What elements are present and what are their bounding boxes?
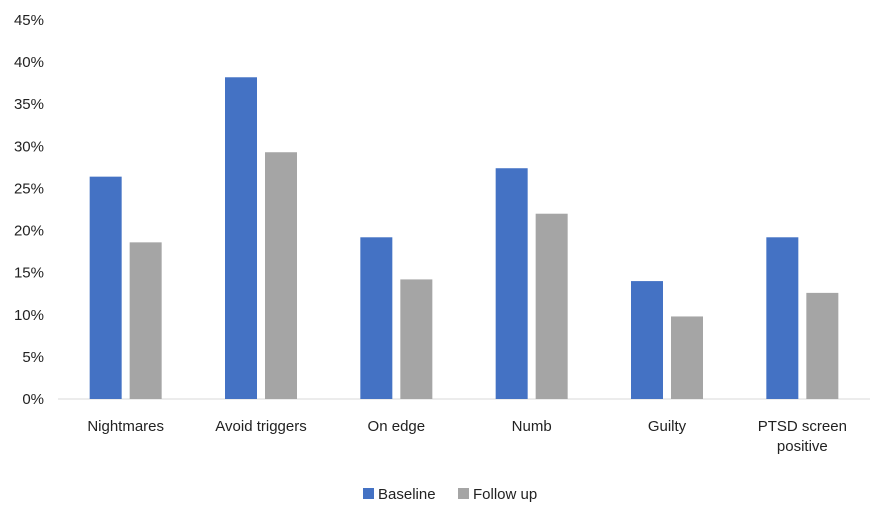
bar-follow-up — [535, 213, 568, 399]
bar-baseline — [89, 176, 122, 399]
x-category-label: Guilty — [648, 418, 687, 435]
y-tick-label: 40% — [14, 54, 44, 71]
y-tick-label: 20% — [14, 223, 44, 240]
bars — [89, 77, 839, 399]
y-tick-label: 5% — [22, 349, 44, 366]
x-category-label: Avoid triggers — [215, 418, 306, 435]
x-axis-labels: Nightmares Avoid triggers On edge Numb Guilt… — [87, 418, 847, 455]
legend-swatch — [458, 488, 469, 499]
y-tick-label: 10% — [14, 307, 44, 324]
x-category-label-line: On edge — [368, 418, 426, 435]
bar-follow-up — [806, 292, 839, 399]
legend-label: Follow up — [473, 486, 537, 503]
bar-baseline — [495, 168, 528, 399]
x-category-label: Nightmares — [87, 418, 164, 435]
x-category-label: PTSD screen positive — [758, 418, 847, 455]
y-axis: 0% 5% 10% 15% 20% 25% 30% 35% 40% 45% — [14, 12, 44, 408]
x-category-label-line: positive — [777, 438, 828, 455]
y-tick-label: 0% — [22, 391, 44, 408]
y-tick-label: 30% — [14, 138, 44, 155]
bar-baseline — [631, 281, 663, 399]
x-category-label-line: Nightmares — [87, 418, 164, 435]
y-tick-label: 25% — [14, 180, 44, 197]
bar-follow-up — [265, 152, 297, 399]
x-category-label: On edge — [368, 418, 426, 435]
x-category-label-line: Guilty — [648, 418, 687, 435]
legend: Baseline Follow up — [363, 486, 537, 503]
x-category-label-line: Avoid triggers — [215, 418, 306, 435]
y-tick-label: 45% — [14, 12, 44, 29]
y-tick-label: 35% — [14, 96, 44, 113]
bar-baseline — [766, 237, 799, 399]
y-tick-label: 15% — [14, 265, 44, 282]
bar-follow-up — [129, 242, 162, 399]
bar-baseline — [360, 237, 393, 399]
x-category-label-line: PTSD screen — [758, 418, 847, 435]
bar-baseline — [225, 77, 257, 399]
legend-label: Baseline — [378, 486, 436, 503]
bar-follow-up — [400, 279, 433, 399]
legend-swatch — [363, 488, 374, 499]
bar-follow-up — [671, 316, 703, 399]
x-category-label: Numb — [512, 418, 552, 435]
x-category-label-line: Numb — [512, 418, 552, 435]
